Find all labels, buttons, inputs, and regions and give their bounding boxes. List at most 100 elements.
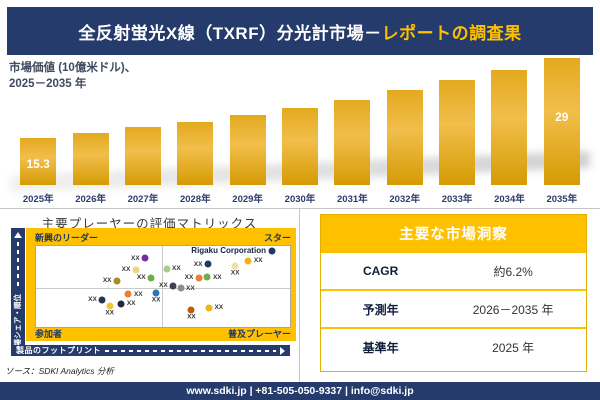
page-title: 全反射蛍光X線（TXRF）分光計市場－レポートの調査果 xyxy=(78,19,521,44)
matrix-title: 主要プレーヤーの評価マトリックス xyxy=(41,217,258,231)
bar-slot xyxy=(117,127,169,185)
year-labels-row: 2025年 2026年 2027年 2028年 2029年 2030年 2031年 2032年… xyxy=(12,191,588,205)
scatter-dot: XX xyxy=(152,289,160,304)
matrix-section: 主要プレーヤーの評価マトリックス 新興のリーダー スター XX XX XX XX XX X… xyxy=(0,208,299,382)
bar-2032年 xyxy=(386,90,423,185)
scatter-dot: XX xyxy=(88,296,106,304)
year-label: 2028年 xyxy=(179,194,211,205)
bar-2034年 xyxy=(491,70,528,185)
dot-label: XX xyxy=(126,300,136,308)
dot-label: XX xyxy=(212,273,222,281)
scatter-dot: XX xyxy=(131,254,149,262)
dot-label: XX xyxy=(193,260,203,268)
dot-label: XX xyxy=(88,296,97,304)
dot-label: XX xyxy=(186,284,195,292)
bar-slot xyxy=(169,122,221,185)
bar-value-label: 29 xyxy=(555,110,569,124)
year-label: 2033年 xyxy=(441,194,473,205)
matrix-plot: XX XX XX XX XX XX XX XX XX XX Rigaku Corporation XX… xyxy=(35,245,291,328)
dot-label: XX xyxy=(151,296,161,304)
dot-label: XX xyxy=(230,269,240,277)
bar-2029年 xyxy=(229,115,266,185)
page-title-accent: レポートの調査果 xyxy=(381,23,522,43)
footer-contact: www.sdki.jp | +81-505-050-9337 | info@sd… xyxy=(186,385,414,397)
scatter-dot: XX xyxy=(159,282,177,290)
bar-slot xyxy=(483,70,535,185)
x-axis-dashed-line xyxy=(105,349,276,352)
vertical-divider xyxy=(299,208,300,382)
dot-label: XX xyxy=(158,282,168,290)
bar-2027年 xyxy=(124,127,161,185)
scatter-dot: XX xyxy=(105,302,114,316)
dot-label: XX xyxy=(102,277,112,285)
bar-slot: 29 xyxy=(536,58,588,185)
chart-axis-label: 市場価値 (10億米ドル)、 2025－2035 年 xyxy=(9,61,136,92)
row-label: CAGR xyxy=(362,264,399,278)
matrix-frame: 新興のリーダー スター XX XX XX XX XX XX XX XX XX XX Rigaku C… xyxy=(26,228,296,341)
dot-label: XX xyxy=(253,257,263,265)
row-value: 2026－2035 年 xyxy=(472,302,554,317)
scatter-dot: XX xyxy=(185,274,203,282)
bar-2030年 xyxy=(281,108,318,185)
horizontal-divider xyxy=(0,208,600,209)
x-axis-bar: 製品のフットプリント xyxy=(11,345,290,356)
company-label: Rigaku Corporation xyxy=(191,246,266,256)
insights-table: 主要な市場洞察 CAGR 約6.2% 予測年 2026－2035 年 基準年 2… xyxy=(320,214,587,372)
quadrant-bottom-labels: 参加者 普及プレーヤー xyxy=(35,327,291,340)
row-value: 2025 年 xyxy=(492,340,535,355)
scatter-dot: XX xyxy=(187,306,196,321)
quadrant-label-star: スター xyxy=(263,233,291,243)
y-axis-bar: 市場シェア・順位 xyxy=(11,228,25,356)
scatter-dot: XX xyxy=(103,277,121,285)
bar-2035年: 29 xyxy=(543,58,580,185)
bar-2026年 xyxy=(72,133,109,185)
year-label: 2034年 xyxy=(494,194,525,205)
chart-axis-label-line2: 2025－2035 年 xyxy=(9,77,87,90)
bar-2031年 xyxy=(334,100,371,185)
y-axis-dashed-line xyxy=(17,242,19,290)
scatter-dot: XX xyxy=(122,266,140,274)
dot-label: XX xyxy=(136,274,146,282)
bar-2025年: 15.3 xyxy=(20,138,57,185)
bar-slot: 15.3 xyxy=(12,138,64,185)
scatter-dot: XX xyxy=(177,284,195,292)
footer-bar: www.sdki.jp | +81-505-050-9337 | info@sd… xyxy=(0,382,600,400)
bar-2028年 xyxy=(177,122,214,185)
year-label: 2029年 xyxy=(232,194,263,205)
dot-label: XX xyxy=(105,309,114,317)
dot-label: XX xyxy=(131,254,140,262)
x-axis-label: 製品のフットプリント xyxy=(16,346,101,355)
scatter-dot: XX xyxy=(137,274,155,282)
bar-slot xyxy=(221,115,273,185)
scatter-dot: XX xyxy=(244,257,263,265)
dot-label: XX xyxy=(133,290,143,298)
year-label: 2025年 xyxy=(22,194,54,205)
bar-slot xyxy=(274,108,326,185)
table-row-forecast-years: 予測年 2026－2035 年 xyxy=(321,289,586,327)
scatter-dot: XX xyxy=(203,273,222,281)
bar-slot xyxy=(431,80,483,185)
scatter-dot: XX xyxy=(231,262,239,276)
table-row-cagr: CAGR 約6.2% xyxy=(321,251,586,289)
scatter-dot: XX xyxy=(163,265,181,273)
dot-label: XX xyxy=(172,265,181,273)
row-label: 基準年 xyxy=(362,340,399,355)
scatter-dot: XX xyxy=(194,260,212,268)
year-label: 2026年 xyxy=(75,194,106,205)
scatter-dot: XX xyxy=(205,304,223,312)
insights-table-title: 主要な市場洞察 xyxy=(321,215,586,251)
year-label: 2027年 xyxy=(127,194,159,205)
row-value: 約6.2% xyxy=(493,264,533,279)
year-label: 2031年 xyxy=(337,194,368,205)
year-label: 2035年 xyxy=(546,194,578,205)
bars-row: 15.3 29 xyxy=(12,55,588,185)
row-label: 予測年 xyxy=(362,302,399,317)
quadrant-label-emerging-leaders: 新興のリーダー xyxy=(35,233,99,243)
quadrant-label-participants: 参加者 xyxy=(35,329,63,339)
right-arrow-icon xyxy=(280,346,285,355)
scatter-dot-rigaku: Rigaku Corporation xyxy=(191,246,276,255)
year-label: 2032年 xyxy=(389,194,421,205)
bar-value-label: 15.3 xyxy=(26,157,50,171)
source-note: ソース：SDKI Analytics 分析 xyxy=(5,366,114,376)
